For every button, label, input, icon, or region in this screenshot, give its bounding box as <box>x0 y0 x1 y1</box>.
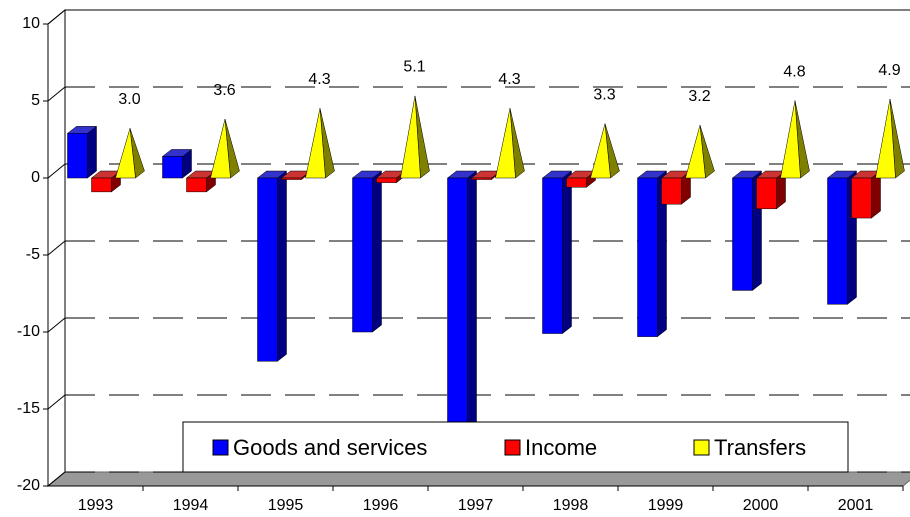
bar-side <box>372 170 382 333</box>
floor <box>46 471 910 487</box>
bar-front <box>91 177 112 193</box>
bar <box>755 170 787 210</box>
bar-front <box>67 133 88 179</box>
bar <box>210 118 240 179</box>
bar <box>400 95 430 179</box>
legend-label: Transfers <box>714 435 806 460</box>
bar <box>446 170 478 433</box>
value-label: 4.3 <box>308 71 330 88</box>
value-label: 3.2 <box>688 88 710 105</box>
bar <box>590 123 620 179</box>
legend-label: Goods and services <box>233 435 427 460</box>
bar-front <box>186 177 207 193</box>
bar-front <box>376 177 397 183</box>
legend-swatch <box>212 439 229 456</box>
legend: Goods and services Income Transfers <box>182 421 849 473</box>
bar-side <box>562 170 572 335</box>
grid-line-side <box>47 9 66 25</box>
y-tick-label: -15 <box>17 400 40 417</box>
bar <box>161 148 193 179</box>
bar-front <box>115 128 136 179</box>
value-label: 4.3 <box>498 71 520 88</box>
x-tick-label: 1993 <box>78 497 114 514</box>
bar <box>115 128 145 179</box>
y-tick-label: -10 <box>17 323 40 340</box>
bar-front <box>637 177 658 337</box>
bar-front <box>756 177 777 210</box>
bar-side <box>87 125 97 179</box>
bar-front <box>471 177 492 180</box>
x-tick-label: 2000 <box>743 497 779 514</box>
bar-front <box>732 177 753 291</box>
bar <box>685 125 715 179</box>
bar-front <box>542 177 563 334</box>
bar-side <box>467 170 477 433</box>
bar-front <box>661 177 682 205</box>
value-label: 4.8 <box>783 63 805 80</box>
grid-line-side <box>47 86 66 102</box>
y-tick-label: 5 <box>31 92 40 109</box>
bar <box>256 170 288 362</box>
grid-line-side <box>47 240 66 256</box>
value-label: 3.6 <box>213 82 235 99</box>
bar-front <box>827 177 848 305</box>
value-label: 4.9 <box>878 62 900 79</box>
x-tick-label: 1998 <box>553 497 589 514</box>
grid-line-side <box>47 394 66 410</box>
bar-front <box>685 125 706 179</box>
value-label: 3.3 <box>593 86 615 103</box>
bar-front <box>495 108 516 179</box>
value-label: 3.0 <box>118 91 140 108</box>
bar-front <box>210 119 231 179</box>
x-tick-label: 1996 <box>363 497 399 514</box>
bar-front <box>257 177 278 362</box>
x-tick-label: 1995 <box>268 497 304 514</box>
value-label: 5.1 <box>403 59 425 76</box>
y-tick-label: 10 <box>22 15 40 32</box>
x-tick-label: 1994 <box>173 497 209 514</box>
bar-front <box>851 177 872 219</box>
y-tick-label: -5 <box>26 246 40 263</box>
bar-side <box>277 170 287 362</box>
grid-line-side <box>47 471 66 487</box>
bar <box>875 98 905 179</box>
bar-front <box>162 156 183 179</box>
bar-front <box>305 108 326 179</box>
bar <box>636 170 668 338</box>
bar-front <box>566 177 587 188</box>
y-tick-label: 0 <box>31 169 40 186</box>
x-tick-label: 1997 <box>458 497 494 514</box>
grid-line-side <box>47 317 66 333</box>
bar <box>495 108 525 179</box>
bar <box>305 108 335 179</box>
bar-front <box>447 177 468 433</box>
x-tick-label: 2001 <box>838 497 874 514</box>
grid-line-side <box>47 163 66 179</box>
y-tick-label: -20 <box>17 477 40 494</box>
bar <box>660 170 692 205</box>
legend-swatch <box>693 439 710 456</box>
bar <box>541 170 573 335</box>
bar <box>66 125 98 179</box>
bar-front <box>281 177 302 180</box>
bar-front <box>590 123 611 179</box>
bar-front <box>400 95 421 179</box>
legend-label: Income <box>525 435 597 460</box>
x-tick-label: 1999 <box>648 497 684 514</box>
bar <box>780 100 810 179</box>
bar <box>351 170 383 333</box>
bar-front <box>875 98 896 179</box>
bar <box>850 170 882 219</box>
legend-swatch <box>504 439 521 456</box>
bar-front <box>780 100 801 179</box>
bar-front <box>352 177 373 333</box>
